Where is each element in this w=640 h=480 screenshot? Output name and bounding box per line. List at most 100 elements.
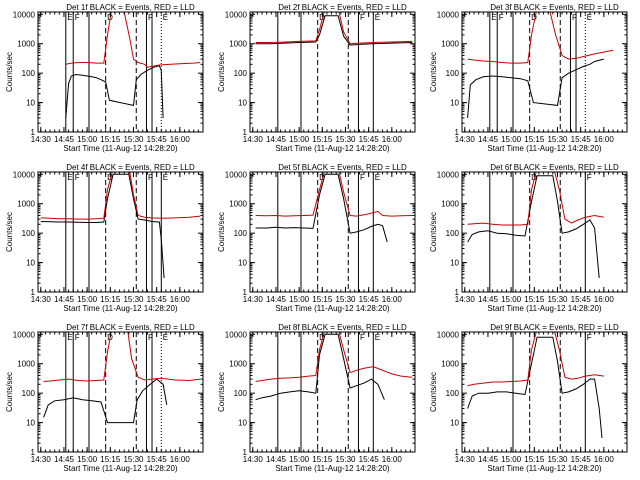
x-tick-label: 14:45	[54, 295, 75, 304]
x-tick-label: 15:00	[289, 135, 310, 144]
x-tick-label: 14:30	[31, 135, 52, 144]
event-marker-label: D	[531, 173, 537, 182]
x-tick-label: 15:15	[312, 455, 333, 464]
event-marker-label: F	[75, 13, 80, 22]
plot-frame	[249, 331, 416, 453]
y-tick-label: 10	[238, 99, 247, 108]
y-tick-label: 1	[455, 128, 460, 137]
x-tick-label: 15:30	[123, 135, 144, 144]
event-marker-label: E	[491, 13, 496, 22]
plot-frame	[249, 11, 416, 133]
x-tick-label: 16:00	[170, 455, 191, 464]
y-tick-label: 1000	[17, 360, 35, 369]
x-axis-label: Start Time (11-Aug-12 14:28:20)	[275, 464, 389, 473]
x-tick-label: 15:00	[501, 455, 522, 464]
x-tick-label: 14:30	[455, 455, 476, 464]
events-series-line	[40, 173, 165, 279]
y-tick-label: 100	[234, 69, 248, 78]
x-tick-label: 15:00	[501, 135, 522, 144]
y-tick-label: 10000	[437, 170, 460, 179]
x-tick-label: 15:30	[123, 295, 144, 304]
x-tick-label: 14:45	[266, 295, 287, 304]
y-tick-label: 10000	[13, 330, 36, 339]
x-tick-label: 16:00	[170, 135, 191, 144]
events-series-line	[467, 336, 603, 439]
y-axis-label: Counts/sec	[5, 372, 14, 412]
x-tick-label: 16:00	[594, 295, 615, 304]
y-tick-label: 10000	[225, 170, 248, 179]
chart-title: Det 8f BLACK = Events, RED = LLD	[278, 323, 407, 332]
x-tick-label: 14:30	[31, 295, 52, 304]
x-tick-label: 14:30	[31, 455, 52, 464]
y-tick-label: 1000	[441, 360, 459, 369]
event-marker-label: E	[163, 333, 168, 342]
plot-frame	[37, 11, 204, 133]
x-tick-label: 16:00	[594, 135, 615, 144]
event-marker-label: E	[67, 333, 72, 342]
x-tick-label: 15:45	[359, 455, 380, 464]
lld-series-line	[40, 172, 201, 220]
y-tick-label: 10000	[13, 170, 36, 179]
x-axis-label: Start Time (11-Aug-12 14:28:20)	[487, 464, 601, 473]
x-tick-label: 15:45	[147, 455, 168, 464]
y-axis-label: Counts/sec	[429, 372, 438, 412]
lld-series-line	[255, 332, 413, 382]
lld-series-line	[43, 332, 201, 382]
event-marker-label: F	[75, 173, 80, 182]
x-tick-label: 15:45	[359, 135, 380, 144]
y-axis-label: Counts/sec	[5, 52, 14, 92]
x-tick-label: 15:00	[289, 295, 310, 304]
y-axis-label: Counts/sec	[217, 372, 226, 412]
x-tick-label: 16:00	[382, 295, 403, 304]
plot-frame	[37, 331, 204, 453]
x-tick-label: 15:45	[359, 295, 380, 304]
y-tick-label: 1	[243, 128, 248, 137]
x-tick-label: 15:15	[524, 135, 545, 144]
y-axis-label: Counts/sec	[429, 212, 438, 252]
x-tick-label: 14:45	[478, 135, 499, 144]
x-tick-label: 14:30	[455, 135, 476, 144]
lld-series-line	[467, 172, 604, 226]
y-tick-label: 10	[26, 99, 35, 108]
y-tick-label: 1	[31, 448, 36, 457]
x-tick-label: 14:30	[243, 455, 264, 464]
x-axis-label: Start Time (11-Aug-12 14:28:20)	[63, 144, 177, 153]
y-tick-label: 1000	[229, 40, 247, 49]
event-marker-label: E	[375, 333, 380, 342]
y-tick-label: 1000	[441, 200, 459, 209]
events-series-line	[255, 333, 385, 401]
lld-series-line	[65, 12, 201, 68]
x-axis-label: Start Time (11-Aug-12 14:28:20)	[487, 144, 601, 153]
y-tick-label: 1	[31, 128, 36, 137]
plot-frame	[461, 331, 628, 453]
x-tick-label: 15:15	[312, 135, 333, 144]
chart-title: Det 3f BLACK = Events, RED = LLD	[490, 3, 619, 12]
y-tick-label: 1	[455, 288, 460, 297]
x-tick-label: 15:45	[571, 295, 592, 304]
event-marker-label: F	[148, 333, 153, 342]
y-tick-label: 10000	[225, 10, 248, 19]
x-tick-label: 16:00	[382, 455, 403, 464]
event-marker-label: F	[148, 173, 153, 182]
chart-title: Det 9f BLACK = Events, RED = LLD	[490, 323, 619, 332]
event-marker-label: F	[148, 13, 153, 22]
y-tick-label: 1	[243, 448, 248, 457]
y-tick-label: 100	[22, 229, 36, 238]
y-tick-label: 1	[455, 448, 460, 457]
x-tick-label: 15:15	[312, 295, 333, 304]
y-axis-label: Counts/sec	[429, 52, 438, 92]
y-tick-label: 10000	[437, 10, 460, 19]
event-marker-label: F	[360, 333, 365, 342]
y-tick-label: 1000	[17, 40, 35, 49]
x-tick-label: 14:30	[455, 295, 476, 304]
x-tick-label: 15:30	[123, 455, 144, 464]
x-tick-label: 15:45	[571, 455, 592, 464]
event-marker-label: F	[360, 173, 365, 182]
x-axis-label: Start Time (11-Aug-12 14:28:20)	[275, 144, 389, 153]
